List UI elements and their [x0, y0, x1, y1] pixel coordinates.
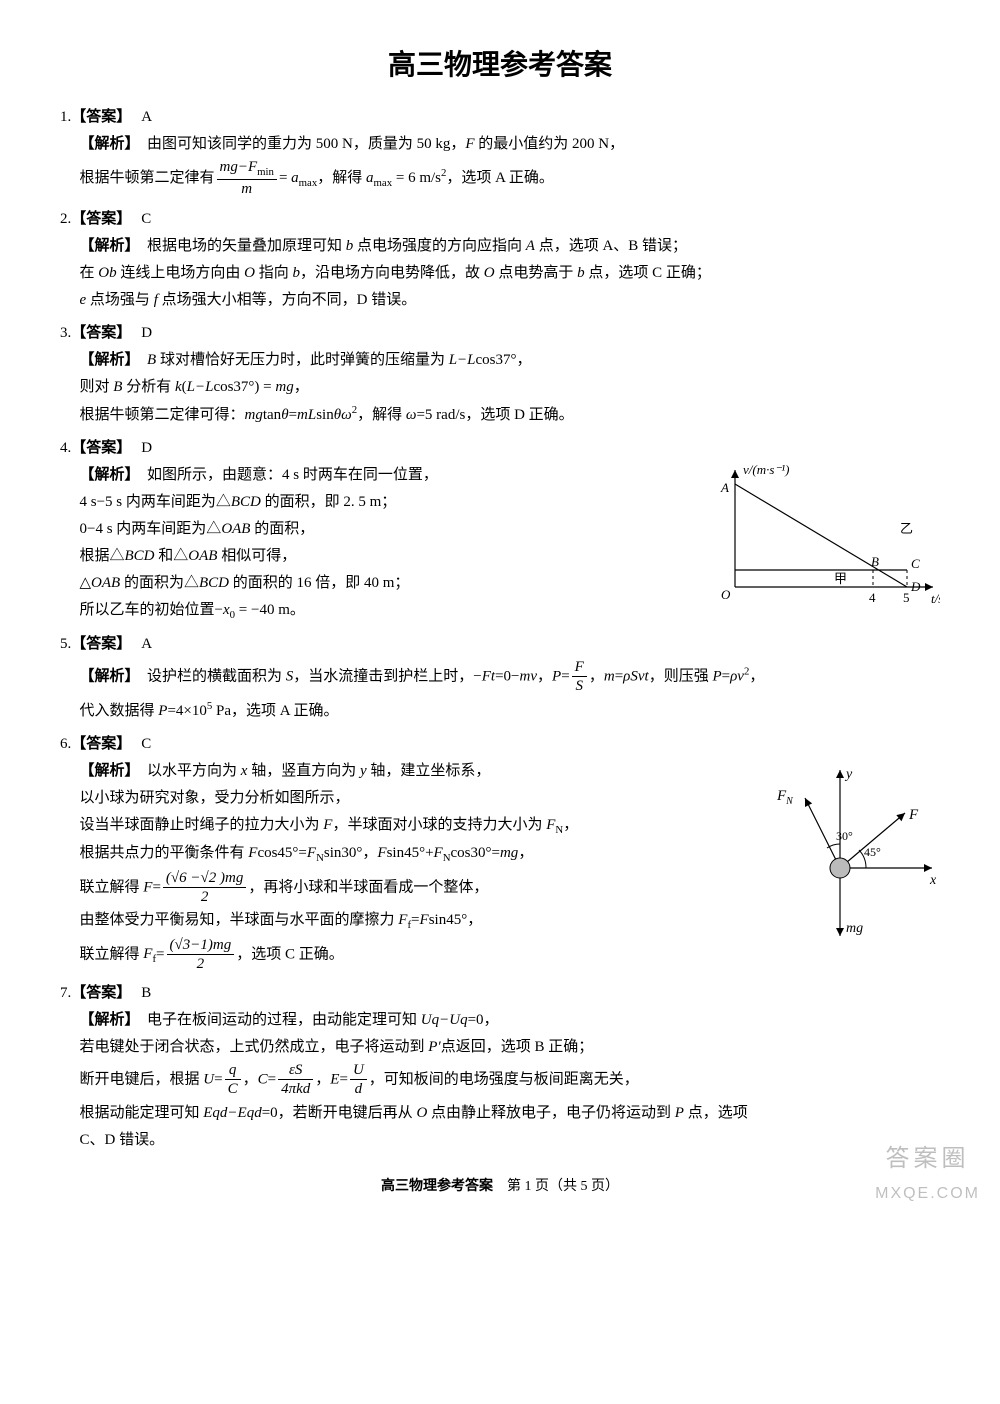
- answer-tag: 【答案】: [71, 109, 131, 125]
- explanation-line: 在 Ob 连线上电场方向由 O 指向 b，沿电场方向电势降低，故 O 点电势高于…: [80, 260, 941, 287]
- answer-line: 5.【答案】 A: [60, 631, 940, 658]
- figure: FN Fmg x y 30° 45°: [750, 758, 940, 948]
- explanation-line: 断开电键后，根据 U=qC，C=εS4πkd，E=Ud，可知板间的电场强度与板间…: [80, 1061, 941, 1100]
- svg-text:x: x: [929, 873, 937, 888]
- explanation-line: C、D 错误。: [80, 1127, 941, 1154]
- question-6: 6.【答案】 C 【解析】 以水平方向为 x 轴，竖直方向为 y 轴，建立坐标系，以…: [60, 731, 940, 974]
- watermark: 答案圈 MXQE.COM: [875, 1137, 980, 1209]
- svg-text:t/s: t/s: [931, 591, 940, 606]
- explanation-line: 若电键处于闭合状态，上式仍然成立，电子将运动到 P′点返回，选项 B 正确；: [80, 1034, 941, 1061]
- question-7: 7.【答案】 B 【解析】 电子在板间运动的过程，由动能定理可知 Uq−Uq=0，若…: [60, 980, 940, 1154]
- footer: 高三物理参考答案 第 1 页（共 5 页）: [60, 1174, 940, 1199]
- svg-text:mg: mg: [846, 921, 863, 936]
- explanation-tag: 【解析】: [80, 238, 140, 254]
- explanation-line: 所以乙车的初始位置−x0 = −40 m。: [80, 597, 698, 625]
- answer-line: 1.【答案】 A: [60, 104, 940, 131]
- question-1: 1.【答案】 A 【解析】 由图可知该同学的重力为 500 N，质量为 50 kg，…: [60, 104, 940, 199]
- svg-text:5: 5: [903, 590, 910, 605]
- svg-text:B: B: [871, 554, 879, 569]
- svg-text:y: y: [844, 767, 853, 782]
- explanation-line: 根据牛顿第二定律可得：mgtanθ=mLsinθω2，解得 ω=5 rad/s，…: [80, 401, 941, 429]
- explanation-line: 以小球为研究对象，受力分析如图所示，: [80, 785, 743, 812]
- answer-letter: C: [141, 736, 151, 752]
- watermark-top: 答案圈: [875, 1137, 980, 1180]
- explanation-line: 【解析】 以水平方向为 x 轴，竖直方向为 y 轴，建立坐标系，: [80, 758, 743, 785]
- explanation-tag: 【解析】: [80, 467, 140, 483]
- svg-text:O: O: [721, 587, 731, 602]
- explanation-line: 【解析】 B 球对槽恰好无压力时，此时弹簧的压缩量为 L−Lcos37°，: [80, 347, 941, 374]
- footer-bold: 高三物理参考答案: [381, 1179, 493, 1194]
- explanation-line: 【解析】 根据电场的矢量叠加原理可知 b 点电场强度的方向应指向 A 点，选项 …: [80, 233, 941, 260]
- question-number: 6.: [60, 736, 71, 752]
- question-number: 4.: [60, 440, 71, 456]
- svg-text:30°: 30°: [836, 829, 853, 843]
- question-5: 5.【答案】 A 【解析】 设护栏的横截面积为 S，当水流撞击到护栏上时，−Ft=0…: [60, 631, 940, 725]
- explanation-line: 根据△BCD 和△OAB 相似可得，: [80, 543, 698, 570]
- explanation-line: 根据牛顿第二定律有mg−Fminm= amax，解得 amax = 6 m/s2…: [80, 158, 941, 199]
- answer-tag: 【答案】: [71, 636, 131, 652]
- svg-text:F: F: [908, 807, 919, 823]
- question-number: 1.: [60, 109, 71, 125]
- question-number: 7.: [60, 985, 71, 1001]
- answer-tag: 【答案】: [71, 736, 131, 752]
- explanation-line: 代入数据得 P=4×105 Pa，选项 A 正确。: [80, 697, 941, 725]
- explanation-line: 根据共点力的平衡条件有 Fcos45°=FNsin30°，Fsin45°+FNc…: [80, 840, 743, 868]
- watermark-bottom: MXQE.COM: [875, 1180, 980, 1209]
- svg-text:v/(m·s⁻¹): v/(m·s⁻¹): [743, 462, 790, 477]
- answer-line: 3.【答案】 D: [60, 320, 940, 347]
- svg-text:C: C: [911, 556, 920, 571]
- page-title: 高三物理参考答案: [60, 40, 940, 90]
- answer-letter: D: [141, 440, 152, 456]
- svg-text:FN: FN: [776, 788, 794, 807]
- explanation-line: 则对 B 分析有 k(L−Lcos37°) = mg，: [80, 374, 941, 401]
- explanation-line: 由整体受力平衡易知，半球面与水平面的摩擦力 Ff=Fsin45°，: [80, 907, 743, 935]
- question-4: 4.【答案】 D 【解析】 如图所示，由题意：4 s 时两车在同一位置，4 s−5 …: [60, 435, 940, 625]
- explanation-line: 【解析】 设护栏的横截面积为 S，当水流撞击到护栏上时，−Ft=0−mv，P=F…: [80, 658, 941, 697]
- svg-text:D: D: [910, 579, 921, 594]
- answer-tag: 【答案】: [71, 440, 131, 456]
- explanation-line: 根据动能定理可知 Eqd−Eqd=0，若断开电键后再从 O 点由静止释放电子，电…: [80, 1100, 941, 1127]
- explanation-tag: 【解析】: [80, 1012, 140, 1028]
- vt-graph: v/(m·s⁻¹) t/s O A B CD 4 5 甲 乙: [705, 462, 940, 612]
- footer-rest: 第 1 页（共 5 页）: [507, 1179, 619, 1194]
- svg-text:45°: 45°: [864, 845, 881, 859]
- answer-letter: C: [141, 211, 151, 227]
- svg-text:A: A: [720, 480, 729, 495]
- explanation-line: △OAB 的面积为△BCD 的面积的 16 倍，即 40 m；: [80, 570, 698, 597]
- question-number: 3.: [60, 325, 71, 341]
- explanation-line: 4 s−5 s 内两车间距为△BCD 的面积，即 2. 5 m；: [80, 489, 698, 516]
- explanation-line: 联立解得 Ff=(√3−1)mg2，选项 C 正确。: [80, 936, 743, 975]
- answer-line: 4.【答案】 D: [60, 435, 940, 462]
- question-2: 2.【答案】 C 【解析】 根据电场的矢量叠加原理可知 b 点电场强度的方向应指向 …: [60, 206, 940, 314]
- answer-letter: A: [141, 636, 152, 652]
- explanation-line: e 点场强与 f 点场强大小相等，方向不同，D 错误。: [80, 287, 941, 314]
- explanation-line: 联立解得 F=(√6 −√2 )mg2，再将小球和半球面看成一个整体，: [80, 869, 743, 908]
- question-number: 2.: [60, 211, 71, 227]
- answer-line: 7.【答案】 B: [60, 980, 940, 1007]
- answer-letter: D: [141, 325, 152, 341]
- force-diagram: FN Fmg x y 30° 45°: [750, 758, 940, 948]
- answer-tag: 【答案】: [71, 211, 131, 227]
- explanation-tag: 【解析】: [80, 136, 140, 152]
- answer-line: 2.【答案】 C: [60, 206, 940, 233]
- explanation-tag: 【解析】: [80, 669, 140, 685]
- explanation-tag: 【解析】: [80, 352, 140, 368]
- svg-text:4: 4: [869, 590, 876, 605]
- answer-tag: 【答案】: [71, 325, 131, 341]
- explanation-line: 设当半球面静止时绳子的拉力大小为 F，半球面对小球的支持力大小为 FN，: [80, 812, 743, 840]
- explanation-tag: 【解析】: [80, 763, 140, 779]
- figure: v/(m·s⁻¹) t/s O A B CD 4 5 甲 乙: [705, 462, 940, 612]
- answer-letter: A: [141, 109, 152, 125]
- explanation-line: 0−4 s 内两车间距为△OAB 的面积，: [80, 516, 698, 543]
- question-3: 3.【答案】 D 【解析】 B 球对槽恰好无压力时，此时弹簧的压缩量为 L−Lcos…: [60, 320, 940, 429]
- answer-line: 6.【答案】 C: [60, 731, 940, 758]
- explanation-line: 【解析】 电子在板间运动的过程，由动能定理可知 Uq−Uq=0，: [80, 1007, 941, 1034]
- svg-text:乙: 乙: [900, 521, 913, 536]
- answer-tag: 【答案】: [71, 985, 131, 1001]
- explanation-line: 【解析】 如图所示，由题意：4 s 时两车在同一位置，: [80, 462, 698, 489]
- svg-text:甲: 甲: [834, 571, 847, 586]
- explanation-line: 【解析】 由图可知该同学的重力为 500 N，质量为 50 kg，F 的最小值约…: [80, 131, 941, 158]
- question-number: 5.: [60, 636, 71, 652]
- answer-letter: B: [141, 985, 151, 1001]
